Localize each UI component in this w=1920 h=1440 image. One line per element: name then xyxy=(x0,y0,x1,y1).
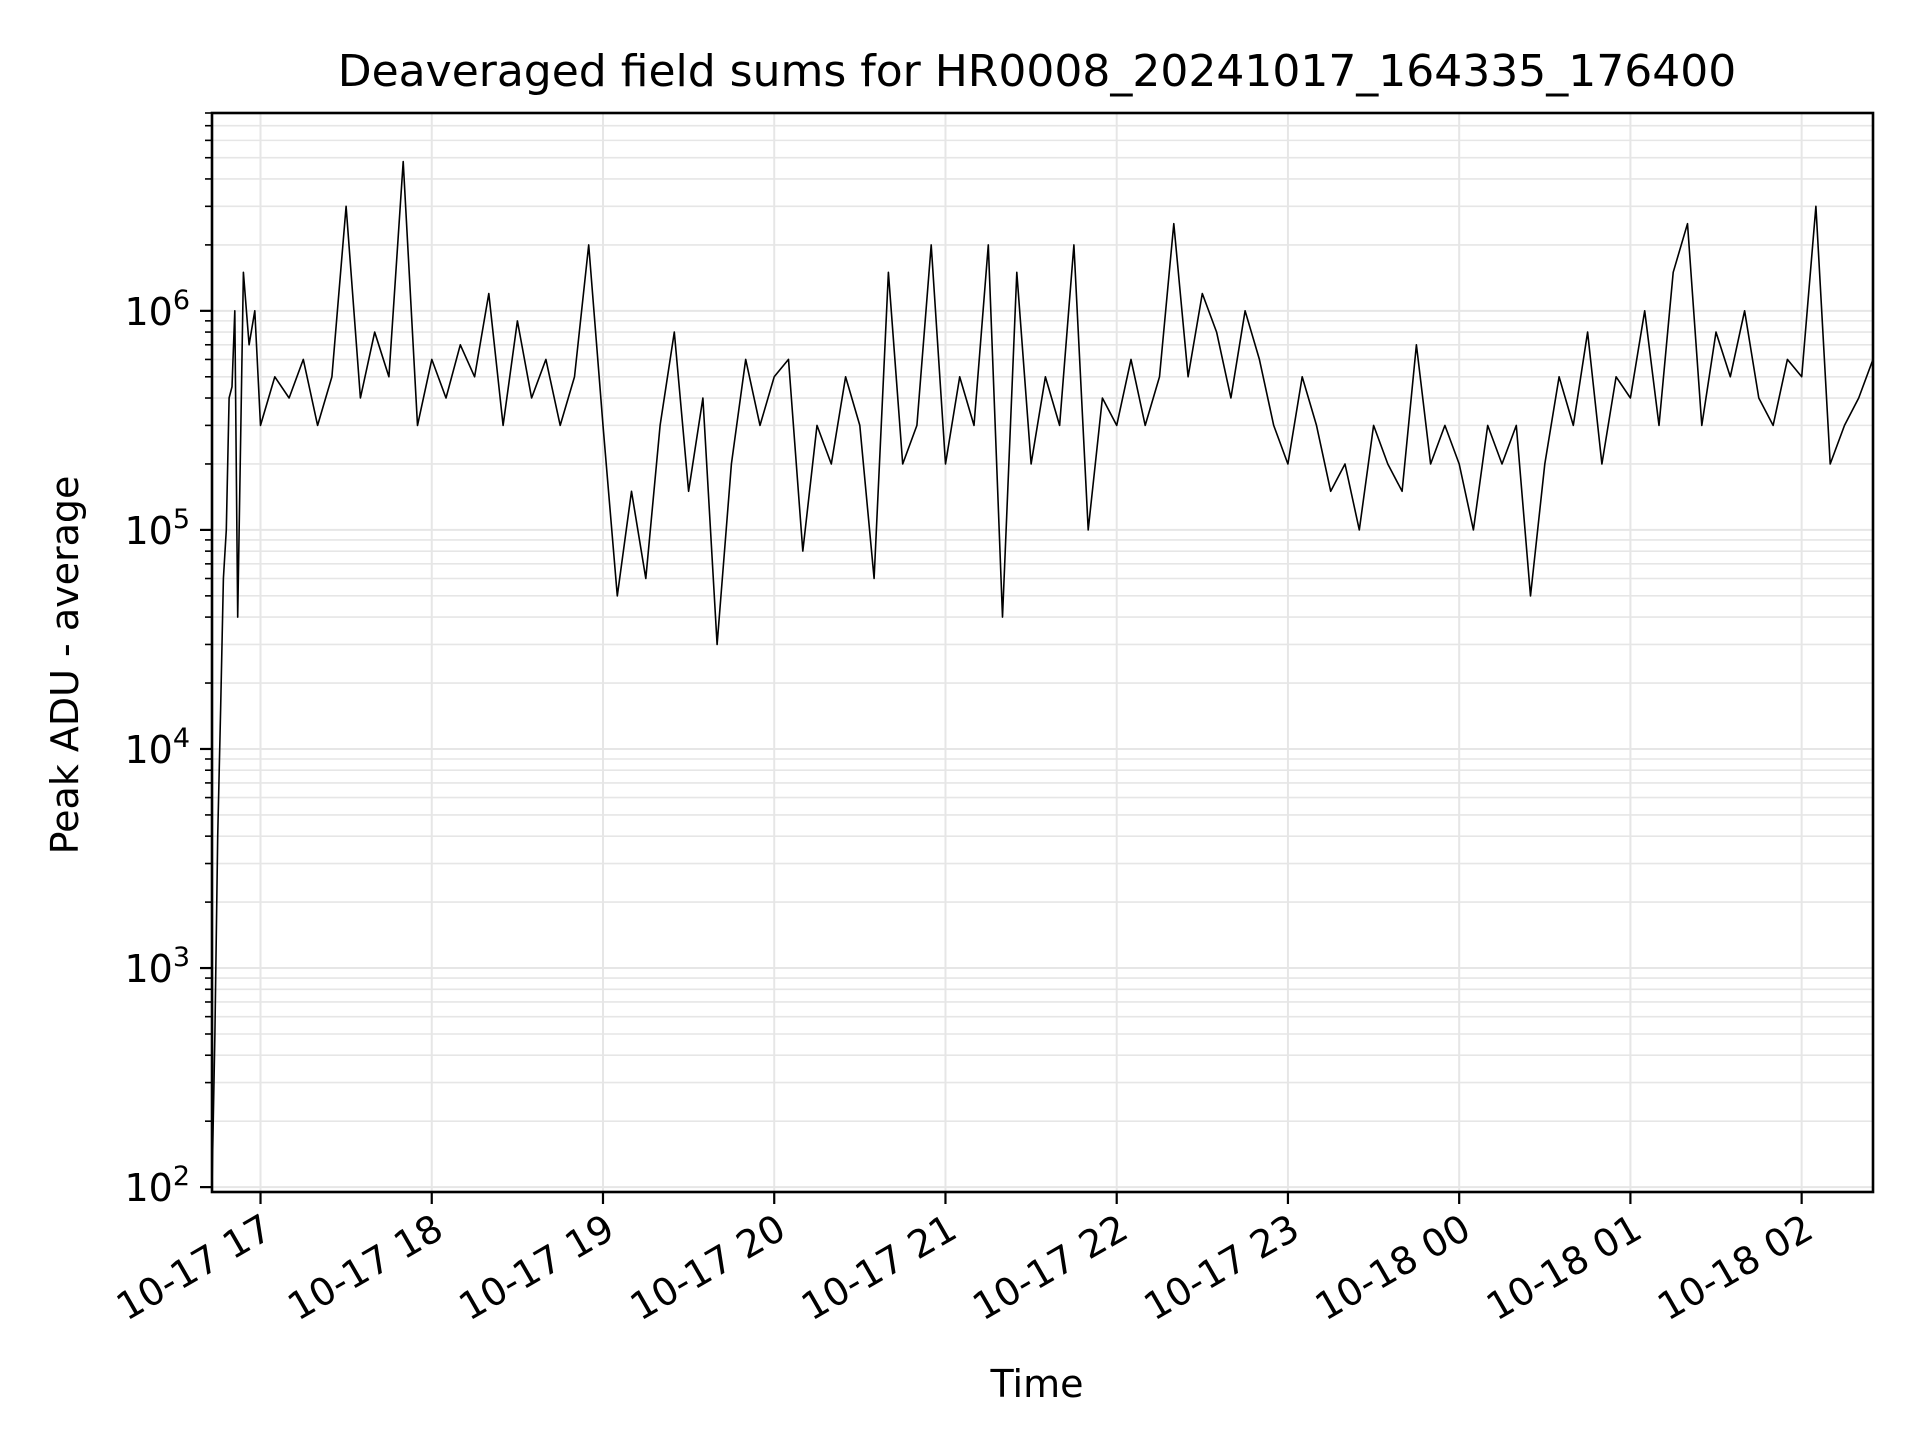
y-tick-label: 106 xyxy=(124,285,190,334)
x-axis-label: Time xyxy=(990,1362,1084,1406)
y-tick-label: 104 xyxy=(124,723,190,772)
y-tick-label: 103 xyxy=(124,942,190,991)
series-line xyxy=(211,160,1874,1188)
y-axis: 102 103 104 105 106 xyxy=(124,112,212,1210)
plot-frame xyxy=(210,111,1875,1194)
y-tick-label: 105 xyxy=(124,504,190,553)
chart-title: Deaveraged field sums for HR0008_2024101… xyxy=(338,46,1737,97)
y-axis-label: Peak ADU - average xyxy=(43,476,87,855)
y-tick-label: 102 xyxy=(124,1161,190,1210)
